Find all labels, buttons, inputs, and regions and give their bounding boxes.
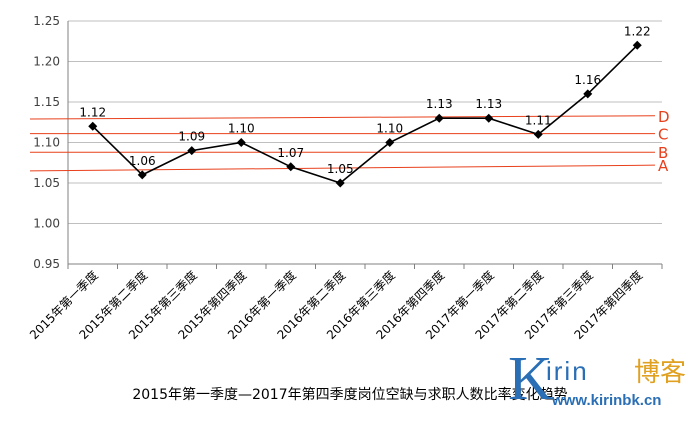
data-point (434, 113, 444, 123)
y-tick-label: 1.25 (33, 14, 60, 28)
y-tick-label: 1.05 (33, 176, 60, 190)
reference-line-a (29, 164, 656, 172)
reference-line-d (29, 115, 656, 120)
y-tick-label: 1.20 (33, 55, 60, 69)
reference-label-a: A (658, 157, 669, 175)
series-line (92, 44, 638, 184)
watermark-k: K (508, 345, 553, 413)
data-label: 1.11 (525, 113, 552, 127)
reference-label-d: D (658, 108, 670, 126)
reference-label-b: B (658, 144, 668, 162)
data-point (88, 121, 98, 131)
data-label: 1.05 (327, 162, 354, 176)
data-point (385, 138, 395, 147)
data-label: 1.12 (79, 105, 106, 119)
data-point (484, 113, 494, 123)
data-point (533, 129, 543, 139)
data-point (236, 138, 246, 147)
watermark-logo: K irin 博客 www.kirinbk.cn (500, 348, 700, 418)
y-tick-label: 0.95 (33, 257, 60, 271)
data-label: 1.06 (129, 154, 156, 168)
y-tick-label: 1.15 (33, 95, 60, 109)
watermark-url: www.kirinbk.cn (552, 392, 662, 409)
data-label: 1.13 (475, 97, 502, 111)
data-label: 1.10 (228, 122, 255, 136)
watermark-name: irin (546, 356, 589, 386)
data-point (632, 40, 642, 50)
data-point (137, 170, 147, 180)
y-tick-label: 1.00 (33, 217, 60, 231)
y-tick-label: 1.10 (33, 136, 60, 150)
data-label: 1.16 (574, 73, 601, 87)
data-point (286, 162, 296, 172)
data-point (335, 178, 345, 188)
chart-title: 2015年第一季度—2017年第四季度岗位空缺与求职人数比率变化趋势 (132, 387, 568, 403)
data-label: 1.07 (277, 146, 304, 160)
data-point (187, 146, 197, 156)
reference-label-c: C (658, 126, 668, 144)
data-label: 1.09 (178, 130, 205, 144)
data-label: 1.22 (624, 24, 651, 38)
watermark-cn: 博客 (634, 358, 687, 388)
data-label: 1.10 (376, 122, 403, 136)
data-point (583, 89, 593, 99)
data-label: 1.13 (426, 97, 453, 111)
